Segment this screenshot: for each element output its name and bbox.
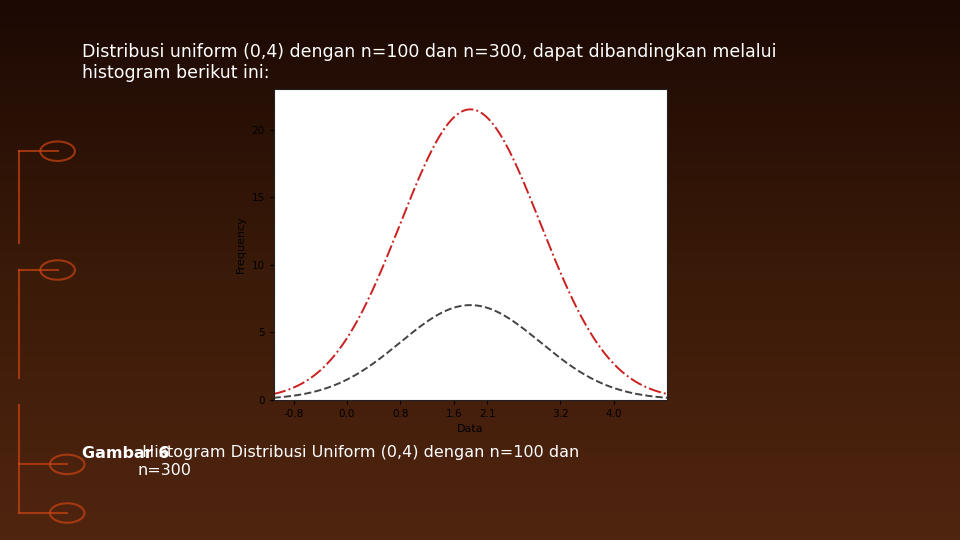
Y-axis label: Frequency: Frequency [236,215,246,273]
X-axis label: Data: Data [457,424,484,434]
Text: Histogram Distribusi Uniform (0,4) dengan n=100 dan
n=300: Histogram Distribusi Uniform (0,4) denga… [137,446,580,478]
Text: Gambar 6: Gambar 6 [82,446,169,461]
Text: Distribusi uniform (0,4) dengan n=100 dan n=300, dapat dibandingkan melalui
hist: Distribusi uniform (0,4) dengan n=100 da… [82,43,776,82]
